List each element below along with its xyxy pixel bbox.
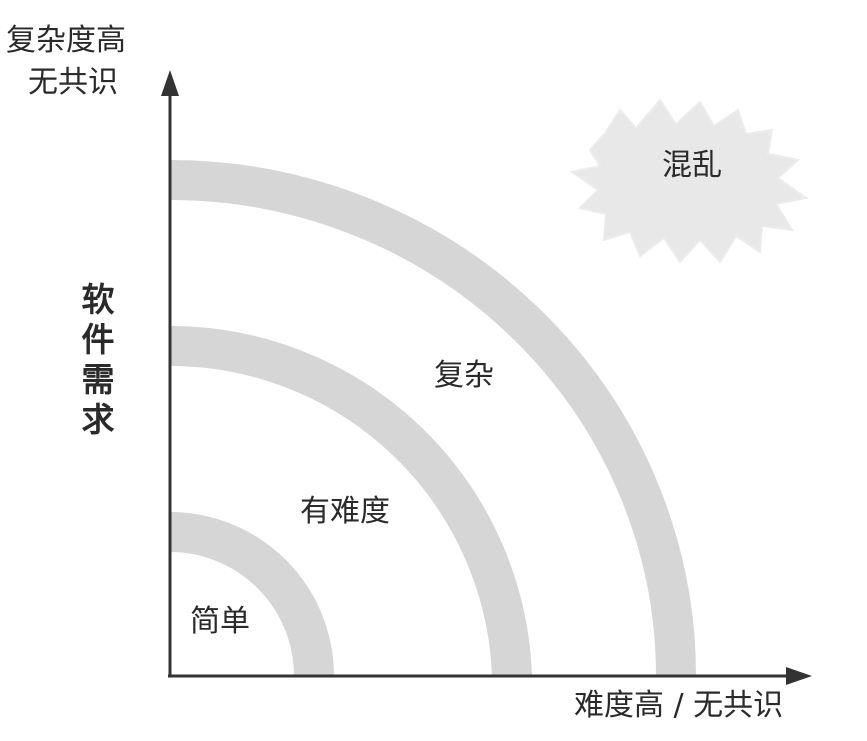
band-complex: [169, 160, 696, 677]
y-axis-top-label-line2: 无共识: [28, 65, 118, 100]
x-axis-title: 难度高 / 无共识: [574, 688, 784, 723]
band-hard: [169, 326, 532, 677]
y-axis-arrow-icon: [161, 70, 179, 96]
zone-label-complex: 复杂: [434, 358, 494, 393]
zone-label-simple: 简单: [190, 604, 250, 639]
chaos-cloud-icon: [569, 98, 809, 264]
band-simple: [169, 512, 334, 677]
y-axis-top-label-line1: 复杂度高: [6, 23, 126, 58]
zone-label-chaos: 混乱: [662, 148, 722, 183]
x-axis-arrow-icon: [786, 667, 812, 685]
y-axis-top-label: 复杂度高 无共识: [6, 20, 126, 104]
y-axis-title: 软件需求: [81, 280, 115, 439]
zone-label-hard: 有难度: [300, 494, 390, 529]
